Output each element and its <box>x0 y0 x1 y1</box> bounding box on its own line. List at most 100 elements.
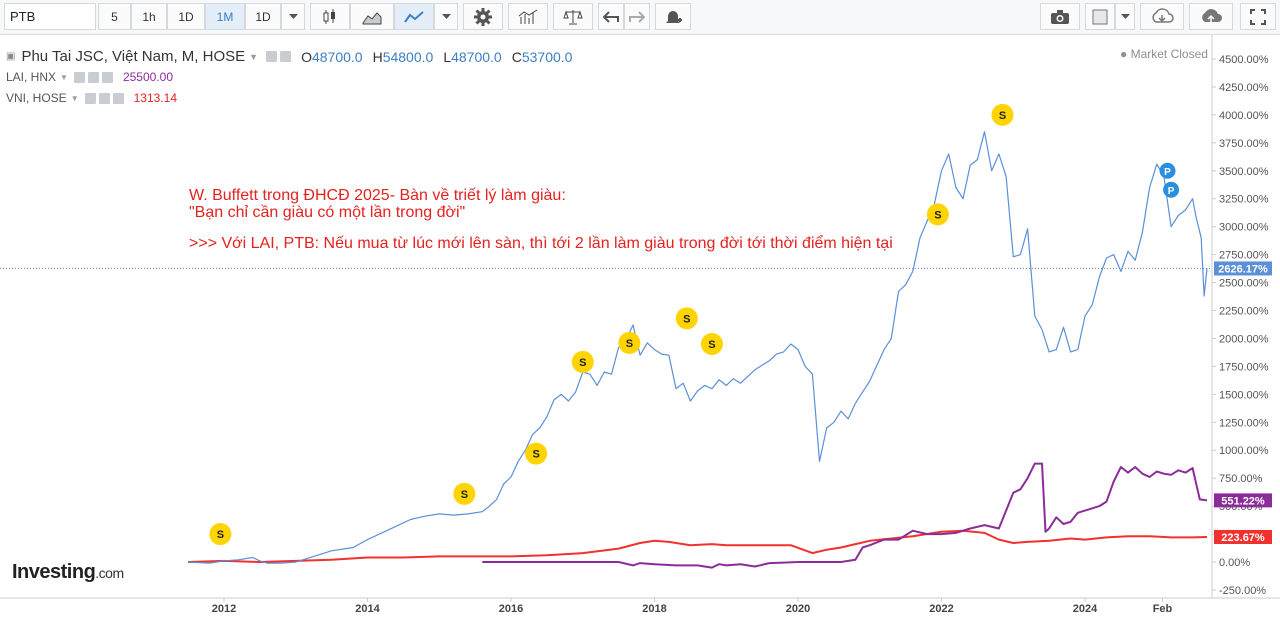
annotation-line-3: >>> Với LAI, PTB: Nếu mua từ lúc mới lên… <box>189 235 893 252</box>
event-marker-label: S <box>626 338 633 350</box>
y-tick-label: 4500.00% <box>1219 54 1269 66</box>
chart-events: S S S S S S S S S PP <box>209 103 1180 546</box>
symbol-input[interactable]: PTB <box>4 3 96 30</box>
event-marker-s[interactable]: S <box>675 307 698 330</box>
settings-gear-icon[interactable] <box>463 3 503 30</box>
annotation-line-2: "Bạn chỉ cần giàu có một lần trong đời" <box>189 204 466 221</box>
y-tick-label: 1250.00% <box>1219 417 1269 429</box>
event-marker-circle <box>453 482 476 505</box>
interval-5[interactable]: 5 <box>98 3 131 30</box>
low-value: 48700.0 <box>451 48 502 65</box>
indicators-icon[interactable] <box>508 3 548 30</box>
last-value-label-ptb: 2626.17% <box>1218 263 1268 275</box>
event-marker-s[interactable]: S <box>618 331 641 354</box>
color-swatch-icon[interactable] <box>1085 3 1115 30</box>
event-marker-label: S <box>683 313 690 325</box>
y-tick-label: -250.00% <box>1219 585 1266 597</box>
event-marker-s[interactable]: S <box>571 350 594 373</box>
event-marker-circle <box>675 307 698 330</box>
event-marker-circle <box>991 103 1014 126</box>
lai-remove-icon[interactable] <box>101 71 113 83</box>
event-marker-s[interactable]: S <box>700 333 723 356</box>
logo-brand: Investing <box>12 561 96 583</box>
y-tick-label: 3250.00% <box>1219 194 1269 206</box>
fullscreen-icon[interactable] <box>1240 3 1276 30</box>
event-marker-s[interactable]: S <box>453 482 476 505</box>
cloud-download-icon[interactable] <box>1140 3 1184 30</box>
high-value: 54800.0 <box>382 48 434 65</box>
alert-bell-icon[interactable] <box>655 3 691 30</box>
event-marker-label: S <box>461 489 468 501</box>
event-marker-circle <box>618 331 641 354</box>
interval-1m[interactable]: 1M <box>205 3 245 30</box>
camera-icon[interactable] <box>1040 3 1080 30</box>
interval-1d-dropdown[interactable]: 1D <box>245 3 281 30</box>
vni-series-name[interactable]: VNI, HOSE <box>6 91 67 105</box>
y-tick-label: 2000.00% <box>1219 333 1269 345</box>
area-chart-icon[interactable] <box>350 3 394 30</box>
event-marker-circle <box>1163 181 1180 198</box>
event-marker-p[interactable]: P <box>1163 181 1180 198</box>
main-series-name[interactable]: Phu Tai JSC, Việt Nam, M, HOSE <box>21 48 246 65</box>
y-tick-label: 500.00% <box>1219 501 1263 513</box>
last-value-label-lai: 551.22% <box>1221 495 1265 507</box>
x-tick-label: 2018 <box>642 603 666 615</box>
vni-remove-icon[interactable] <box>112 92 124 104</box>
vni-value: 1313.14 <box>133 91 177 105</box>
last-value-label-vni: 223.67% <box>1221 532 1265 544</box>
y-tick-label: 250.00% <box>1219 529 1263 541</box>
lai-settings-icon[interactable] <box>87 71 99 83</box>
color-chevron-down-icon[interactable] <box>1115 3 1135 30</box>
y-tick-label: 3000.00% <box>1219 222 1269 234</box>
y-tick-label: 2250.00% <box>1219 306 1269 318</box>
interval-1h[interactable]: 1h <box>131 3 167 30</box>
y-tick-label: 1750.00% <box>1219 361 1269 373</box>
last-value-badge-vni <box>1214 529 1272 544</box>
x-tick-label: 2016 <box>499 603 523 615</box>
lai-hide-icon[interactable] <box>73 71 85 83</box>
last-value-badge-ptb <box>1214 261 1272 276</box>
hide-icon[interactable] <box>266 51 278 62</box>
interval-1d[interactable]: 1D <box>167 3 205 30</box>
line-chart-icon[interactable] <box>394 3 434 30</box>
legend-main: ▣ Phu Tai JSC, Việt Nam, M, HOSE ▼ O 487… <box>6 48 573 65</box>
event-marker-p[interactable]: P <box>1159 162 1176 179</box>
event-marker-s[interactable]: S <box>209 523 232 546</box>
event-marker-label: P <box>1164 167 1171 178</box>
event-marker-label: S <box>999 110 1006 122</box>
chart-frame <box>0 35 1280 599</box>
interval-chevron-down-icon[interactable] <box>281 3 305 30</box>
legend-vni: VNI, HOSE ▼ 1313.14 <box>6 91 177 105</box>
y-tick-label: 2750.00% <box>1219 250 1269 262</box>
event-marker-s[interactable]: S <box>991 103 1014 126</box>
low-label: L <box>443 48 452 65</box>
y-tick-label: 3500.00% <box>1219 166 1269 178</box>
market-status-text: Market Closed <box>1130 47 1208 61</box>
compare-scale-icon[interactable] <box>553 3 593 30</box>
vni-hide-icon[interactable] <box>84 92 96 104</box>
event-marker-label: S <box>579 357 586 369</box>
event-marker-s[interactable]: S <box>525 442 548 465</box>
logo-suffix: .com <box>95 565 124 581</box>
x-tick-label: 2024 <box>1073 603 1098 615</box>
vni-settings-icon[interactable] <box>98 92 110 104</box>
high-label: H <box>372 48 383 65</box>
chart-type-chevron-down-icon[interactable] <box>434 3 458 30</box>
investing-logo: Investing.com <box>12 561 124 584</box>
event-marker-circle <box>571 350 594 373</box>
redo-icon[interactable] <box>624 3 650 30</box>
x-tick-label: 2014 <box>355 603 380 615</box>
undo-icon[interactable] <box>598 3 624 30</box>
event-marker-s[interactable]: S <box>926 203 949 226</box>
y-tick-label: 3750.00% <box>1219 138 1269 150</box>
last-value-badge-lai <box>1214 493 1272 508</box>
lai-series-name[interactable]: LAI, HNX <box>6 70 57 84</box>
event-marker-circle <box>1159 162 1176 179</box>
settings-icon[interactable] <box>280 51 292 62</box>
chart-series <box>0 131 1212 569</box>
candlestick-icon[interactable] <box>310 3 350 30</box>
y-tick-label: 750.00% <box>1219 473 1263 485</box>
cloud-upload-icon[interactable] <box>1189 3 1233 30</box>
open-value: 48700.0 <box>311 48 363 65</box>
